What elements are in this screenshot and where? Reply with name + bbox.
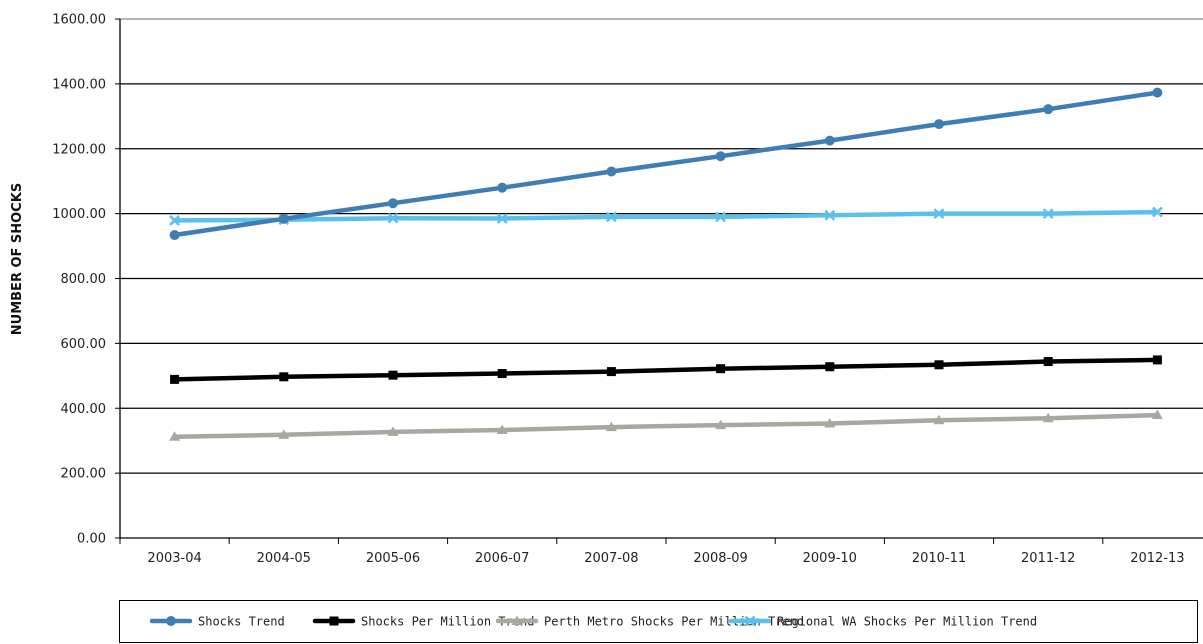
data-point (825, 362, 835, 372)
data-point (1152, 355, 1162, 365)
legend-item: Regional WA Shocks Per Million Trend (728, 615, 1037, 629)
series-3 (169, 206, 1163, 226)
series-1 (170, 355, 1162, 384)
data-point (715, 211, 726, 223)
y-tick-label: 400.00 (61, 402, 107, 417)
data-point (606, 166, 617, 177)
legend-label: Shocks Trend (198, 615, 285, 629)
data-point (606, 367, 616, 377)
series-2 (169, 409, 1163, 441)
data-point (744, 615, 756, 627)
data-point (824, 417, 836, 428)
x-tick-label: 2007-08 (584, 551, 638, 566)
data-point (496, 213, 508, 224)
data-point (169, 215, 180, 226)
data-point (824, 209, 836, 221)
data-point (1151, 409, 1163, 420)
data-point (170, 374, 180, 384)
data-point (387, 212, 399, 224)
data-point (278, 429, 290, 439)
data-point (278, 213, 289, 224)
y-axis-label: NUMBER OF SHOCKS (10, 183, 25, 335)
series-line (172, 90, 1160, 238)
legend-item: Shocks Trend (149, 615, 285, 629)
data-point (605, 421, 617, 432)
data-point (279, 372, 289, 382)
y-tick-label: 0.00 (77, 532, 106, 547)
data-point (1043, 104, 1054, 115)
data-point (329, 616, 339, 626)
legend-item: Shocks Per Million Trend (312, 615, 534, 629)
data-point (934, 360, 944, 370)
x-tick-label: 2012-13 (1130, 551, 1184, 566)
data-point (933, 414, 945, 425)
data-point (166, 616, 176, 626)
series-line (172, 412, 1160, 440)
data-point (388, 198, 398, 209)
data-point (715, 151, 726, 162)
x-tick-label: 2010-11 (912, 551, 966, 566)
y-tick-label: 600.00 (61, 337, 107, 352)
data-point (824, 135, 835, 146)
data-point (715, 419, 727, 430)
data-point (1043, 357, 1053, 367)
data-point (388, 370, 398, 380)
data-point (716, 364, 726, 374)
data-point (169, 431, 181, 441)
data-point (606, 211, 617, 223)
data-point (496, 424, 508, 434)
x-tick-label: 2003-04 (147, 551, 201, 566)
data-point (1152, 206, 1163, 218)
legend-label: Perth Metro Shocks Per Million Trend (544, 615, 804, 629)
y-tick-label: 1600.00 (52, 13, 106, 28)
legend-label: Shocks Per Million Trend (361, 615, 534, 629)
y-tick-label: 1000.00 (52, 207, 106, 222)
legend-item: Perth Metro Shocks Per Million Trend (495, 615, 804, 629)
x-tick-label: 2004-05 (257, 551, 311, 566)
y-tick-label: 1400.00 (52, 77, 106, 92)
axes: 0.00 200.00 400.00 600.00 800.00 1000.00 1200.… (52, 13, 1203, 566)
series-0 (169, 87, 1163, 241)
legend: Shocks Trend Shocks Per Million Trend Pert… (119, 600, 1198, 643)
series-line (172, 357, 1160, 382)
data-point (1152, 87, 1163, 98)
x-tick-label: 2009-10 (803, 551, 857, 566)
data-point (1042, 412, 1054, 423)
gridlines (120, 18, 1203, 474)
series-lines (169, 87, 1163, 441)
legend-box (119, 600, 1198, 643)
y-tick-label: 800.00 (61, 272, 107, 287)
x-tick-label: 2005-06 (366, 551, 420, 566)
data-point (169, 230, 180, 241)
data-point (497, 182, 508, 193)
series-line (172, 209, 1160, 223)
x-tick-label: 2008-09 (693, 551, 747, 566)
legend-label: Regional WA Shocks Per Million Trend (777, 615, 1037, 629)
data-point (497, 369, 507, 379)
x-tick-label: 2011-12 (1021, 551, 1075, 566)
data-point (934, 119, 944, 130)
data-point (933, 208, 945, 220)
data-point (387, 426, 399, 436)
y-tick-label: 1200.00 (52, 142, 106, 157)
data-point (511, 615, 523, 625)
y-tick-label: 200.00 (61, 467, 107, 482)
data-point (1042, 208, 1054, 220)
x-tick-label: 2006-07 (475, 551, 529, 566)
